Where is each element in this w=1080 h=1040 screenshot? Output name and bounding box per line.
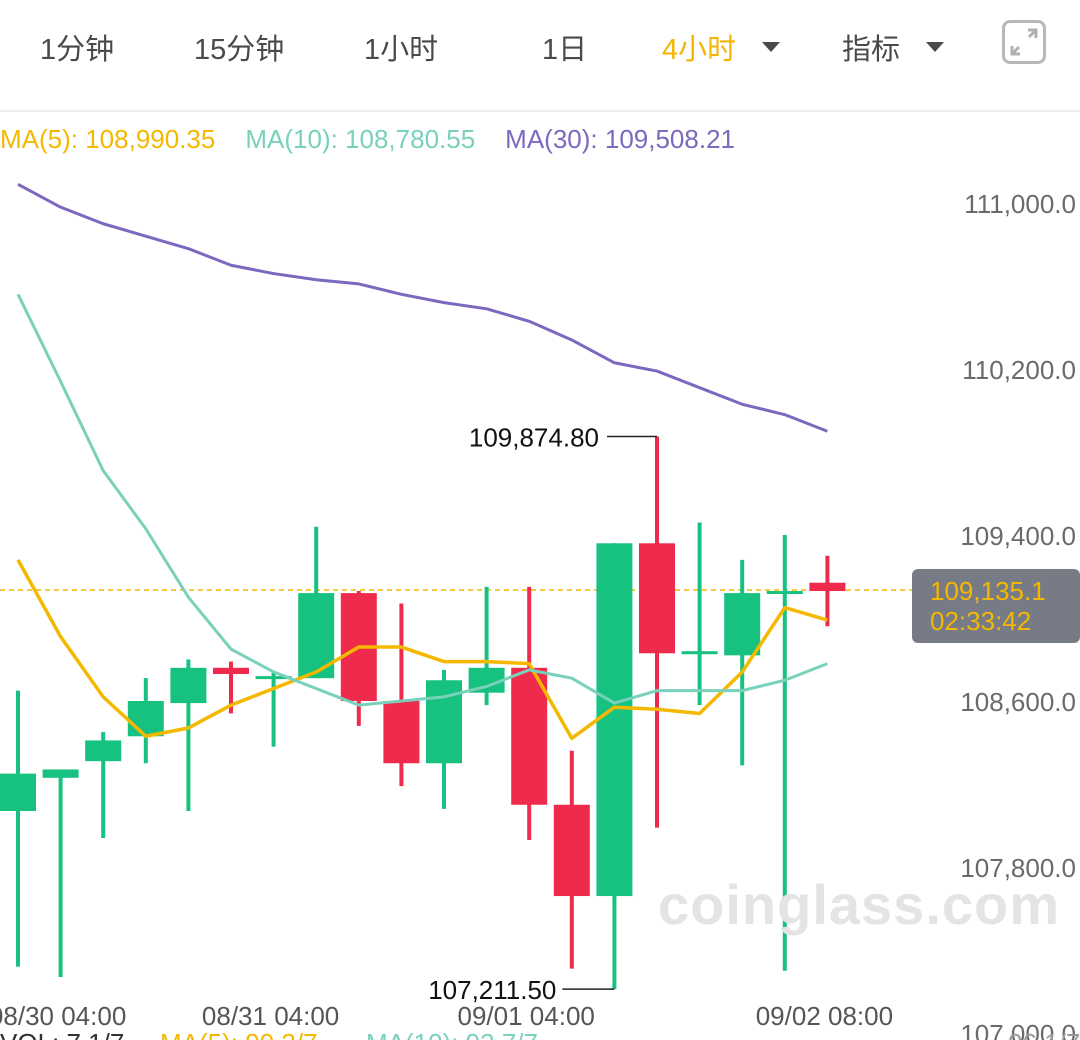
chevron-down-icon bbox=[926, 42, 945, 52]
low-price-label: 107,211.50 bbox=[428, 975, 556, 1005]
candle-body bbox=[681, 651, 718, 655]
current-price-tag: 109,135.1 02:33:42 bbox=[912, 569, 1080, 643]
candle-body bbox=[383, 701, 420, 764]
candle-body bbox=[766, 591, 803, 595]
candle-body bbox=[639, 543, 675, 654]
tab-label: 15分钟 bbox=[194, 34, 285, 66]
volume-legend-item: MA(5): 90.3/7 bbox=[160, 1028, 318, 1040]
toolbar-divider bbox=[0, 110, 1080, 112]
tab-label: 1小时 bbox=[364, 34, 439, 66]
candle-body bbox=[511, 667, 548, 805]
chevron-down-icon bbox=[762, 42, 781, 52]
fullscreen-button[interactable] bbox=[1002, 20, 1046, 64]
volume-legend-item: VOL: 7.1/7 bbox=[0, 1028, 124, 1040]
candle-body bbox=[85, 740, 122, 762]
y-tick-label: 107,000.0 bbox=[960, 1019, 1076, 1040]
candle-body bbox=[0, 773, 36, 811]
ma-legend: MA(5): 108,990.35 MA(10): 108,780.55 MA(30… bbox=[0, 124, 765, 155]
y-tick-label: 108,600.0 bbox=[960, 687, 1076, 717]
tab-label: 1日 bbox=[542, 34, 588, 66]
y-tick-label: 109,400.0 bbox=[960, 521, 1076, 551]
ma30-legend: MA(30): 109,508.21 bbox=[505, 124, 735, 154]
tab-label: 4小时 bbox=[662, 34, 737, 66]
candle-body bbox=[170, 667, 207, 704]
x-tick-label: 09/01 04:00 bbox=[458, 1001, 595, 1031]
tab-15min[interactable]: 15分钟 bbox=[194, 26, 284, 68]
tab-label: 1分钟 bbox=[40, 34, 115, 66]
x-tick-label: 09/02 08:00 bbox=[756, 1001, 893, 1031]
candle-body bbox=[809, 582, 846, 592]
candle-body bbox=[553, 804, 590, 897]
y-tick-label: 110,200.0 bbox=[962, 355, 1076, 385]
y-tick-label: 111,000.0 bbox=[964, 189, 1076, 219]
tab-1hour[interactable]: 1小时 bbox=[364, 26, 438, 68]
expand-icon bbox=[1010, 28, 1038, 56]
ma-line bbox=[16, 293, 828, 707]
candle-body bbox=[596, 543, 633, 897]
candle-body bbox=[127, 701, 164, 737]
x-tick-label: 08/31 04:00 bbox=[202, 1001, 339, 1031]
ma-line bbox=[17, 183, 828, 433]
watermark: coinglass.com bbox=[658, 873, 1061, 936]
ma-line bbox=[16, 559, 828, 741]
candle-body bbox=[724, 593, 761, 656]
current-price-value: 109,135.1 bbox=[930, 576, 1046, 606]
tab-1min[interactable]: 1分钟 bbox=[40, 26, 114, 68]
ma5-legend: MA(5): 108,990.35 bbox=[0, 124, 216, 154]
y-tick-label: 107,800.0 bbox=[960, 853, 1076, 883]
tab-1day[interactable]: 1日 bbox=[542, 26, 587, 68]
tab-4hour[interactable]: 4小时 bbox=[662, 26, 781, 68]
ma10-legend: MA(10): 108,780.55 bbox=[245, 124, 476, 154]
candle-body bbox=[255, 676, 292, 680]
candle-body bbox=[42, 769, 79, 778]
volume-legend-item: MA(10): 93.7/7 bbox=[366, 1028, 538, 1040]
volume-legend-item: 06.1/7 bbox=[1008, 1028, 1080, 1040]
tab-indicators[interactable]: 指标 bbox=[842, 26, 945, 68]
tab-label: 指标 bbox=[842, 34, 901, 66]
candle-body bbox=[213, 667, 249, 675]
timeframe-bar: 1分钟 15分钟 1小时 1日 4小时 指标 bbox=[0, 0, 1080, 92]
x-tick-label: 08/30 04:00 bbox=[0, 1001, 126, 1031]
high-price-label: 109,874.80 bbox=[469, 422, 599, 452]
candle-countdown: 02:33:42 bbox=[930, 606, 1032, 636]
